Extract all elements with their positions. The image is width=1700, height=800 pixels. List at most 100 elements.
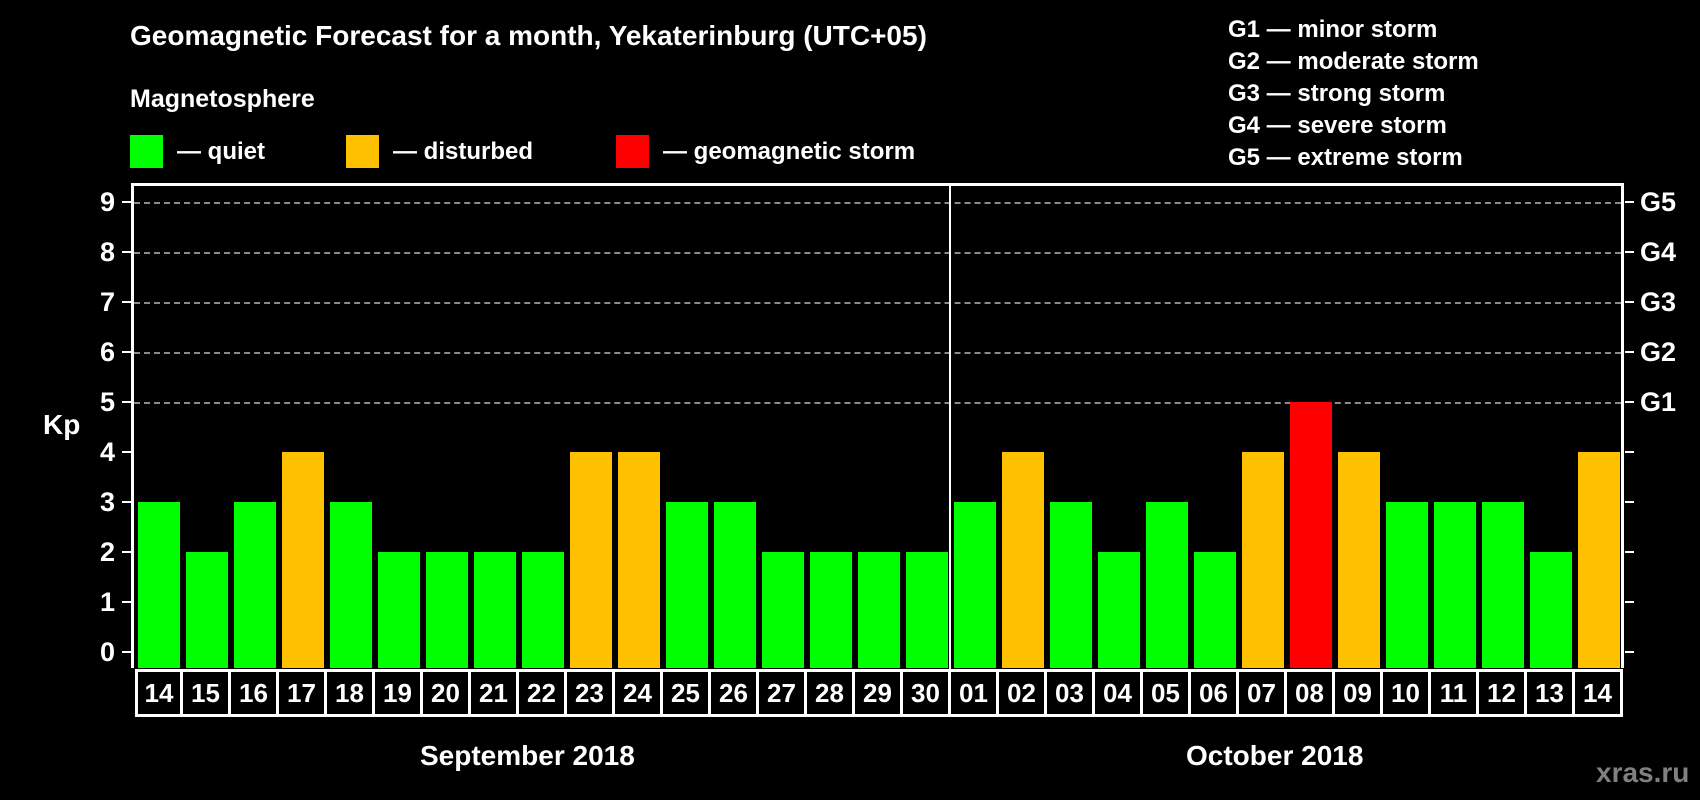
date-label: 18 — [327, 669, 375, 717]
y-tick-label: 7 — [99, 287, 115, 317]
legend-label-storm: — geomagnetic storm — [663, 138, 916, 165]
gridline — [134, 302, 1621, 304]
bar-quiet — [330, 502, 372, 668]
bar-disturbed — [570, 452, 612, 668]
bar-quiet — [1098, 552, 1140, 668]
bar-disturbed — [1578, 452, 1620, 668]
bar-quiet — [954, 502, 996, 668]
date-label: 28 — [807, 669, 855, 717]
date-label: 19 — [375, 669, 423, 717]
date-label: 16 — [231, 669, 279, 717]
y-tick-label: 6 — [99, 337, 115, 367]
g-scale-item: G2 — moderate storm — [1228, 48, 1479, 75]
month-label-october: October 2018 — [1186, 740, 1364, 771]
y-tick-label: 4 — [99, 437, 115, 467]
date-label: 13 — [1527, 669, 1575, 717]
y-tick — [122, 351, 131, 353]
date-label: 25 — [663, 669, 711, 717]
y-tick — [122, 401, 131, 403]
date-label: 12 — [1479, 669, 1527, 717]
gridline — [134, 402, 1621, 404]
legend-item-disturbed: — disturbed — [346, 135, 533, 168]
date-label: 05 — [1143, 669, 1191, 717]
date-label: 17 — [279, 669, 327, 717]
y-tick-right — [1625, 401, 1634, 403]
bar-quiet — [378, 552, 420, 668]
bar-quiet — [906, 552, 948, 668]
date-label: 15 — [183, 669, 231, 717]
date-label: 27 — [759, 669, 807, 717]
watermark: xras.ru — [1596, 757, 1690, 788]
y-tick-label: 5 — [99, 387, 115, 417]
gridline — [134, 252, 1621, 254]
bar-quiet — [810, 552, 852, 668]
legend-swatch-quiet — [130, 135, 163, 168]
y-tick-label: 8 — [99, 237, 115, 267]
date-label: 09 — [1335, 669, 1383, 717]
g-scale-item: G5 — extreme storm — [1228, 144, 1463, 171]
g-level-label: G1 — [1640, 387, 1677, 417]
y-tick-right — [1625, 451, 1634, 453]
bar-quiet — [1386, 502, 1428, 668]
gridline — [134, 352, 1621, 354]
date-label: 26 — [711, 669, 759, 717]
y-tick-right — [1625, 501, 1634, 503]
y-axis-label: Kp — [43, 409, 81, 440]
y-tick-label: 3 — [99, 487, 115, 517]
bar-quiet — [1530, 552, 1572, 668]
g-level-label: G2 — [1640, 337, 1677, 367]
y-tick-right — [1625, 251, 1634, 253]
bar-storm — [1290, 402, 1332, 668]
date-label: 02 — [999, 669, 1047, 717]
date-label: 30 — [903, 669, 951, 717]
plot-area — [131, 183, 1624, 668]
bar-disturbed — [1242, 452, 1284, 668]
date-label: 14 — [135, 669, 183, 717]
y-tick — [122, 501, 131, 503]
g-scale-item: G4 — severe storm — [1228, 112, 1447, 139]
date-label: 20 — [423, 669, 471, 717]
date-label: 23 — [567, 669, 615, 717]
date-label: 03 — [1047, 669, 1095, 717]
legend-swatch-storm — [616, 135, 649, 168]
g-scale-legend: G1 — minor storm G2 — moderate storm G3 … — [1228, 14, 1479, 174]
y-tick — [122, 651, 131, 653]
date-label: 07 — [1239, 669, 1287, 717]
month-label-september: September 2018 — [420, 740, 635, 771]
legend-label-disturbed: — disturbed — [393, 138, 534, 165]
bar-quiet — [426, 552, 468, 668]
bar-quiet — [522, 552, 564, 668]
y-tick — [122, 451, 131, 453]
date-label: 06 — [1191, 669, 1239, 717]
g-level-label: G5 — [1640, 187, 1677, 217]
bar-disturbed — [618, 452, 660, 668]
legend-label-quiet: — quiet — [177, 138, 265, 165]
date-label: 08 — [1287, 669, 1335, 717]
y-tick-right — [1625, 601, 1634, 603]
date-label: 10 — [1383, 669, 1431, 717]
y-tick-right — [1625, 201, 1634, 203]
g-level-label: G3 — [1640, 287, 1677, 317]
date-label: 29 — [855, 669, 903, 717]
bar-quiet — [1050, 502, 1092, 668]
month-divider — [949, 183, 951, 669]
bar-quiet — [1434, 502, 1476, 668]
date-label: 01 — [951, 669, 999, 717]
y-tick — [122, 301, 131, 303]
legend-item-quiet: — quiet — [130, 135, 265, 168]
bar-quiet — [1482, 502, 1524, 668]
bar-quiet — [714, 502, 756, 668]
chart-title: Geomagnetic Forecast for a month, Yekate… — [130, 20, 927, 51]
y-tick — [122, 551, 131, 553]
bar-quiet — [858, 552, 900, 668]
bar-quiet — [762, 552, 804, 668]
date-label: 11 — [1431, 669, 1479, 717]
bar-disturbed — [1002, 452, 1044, 668]
y-tick-label: 1 — [99, 587, 115, 617]
g-level-label: G4 — [1640, 237, 1677, 267]
date-label: 22 — [519, 669, 567, 717]
date-label: 14 — [1575, 669, 1623, 717]
bar-quiet — [138, 502, 180, 668]
y-tick — [122, 201, 131, 203]
date-label: 21 — [471, 669, 519, 717]
